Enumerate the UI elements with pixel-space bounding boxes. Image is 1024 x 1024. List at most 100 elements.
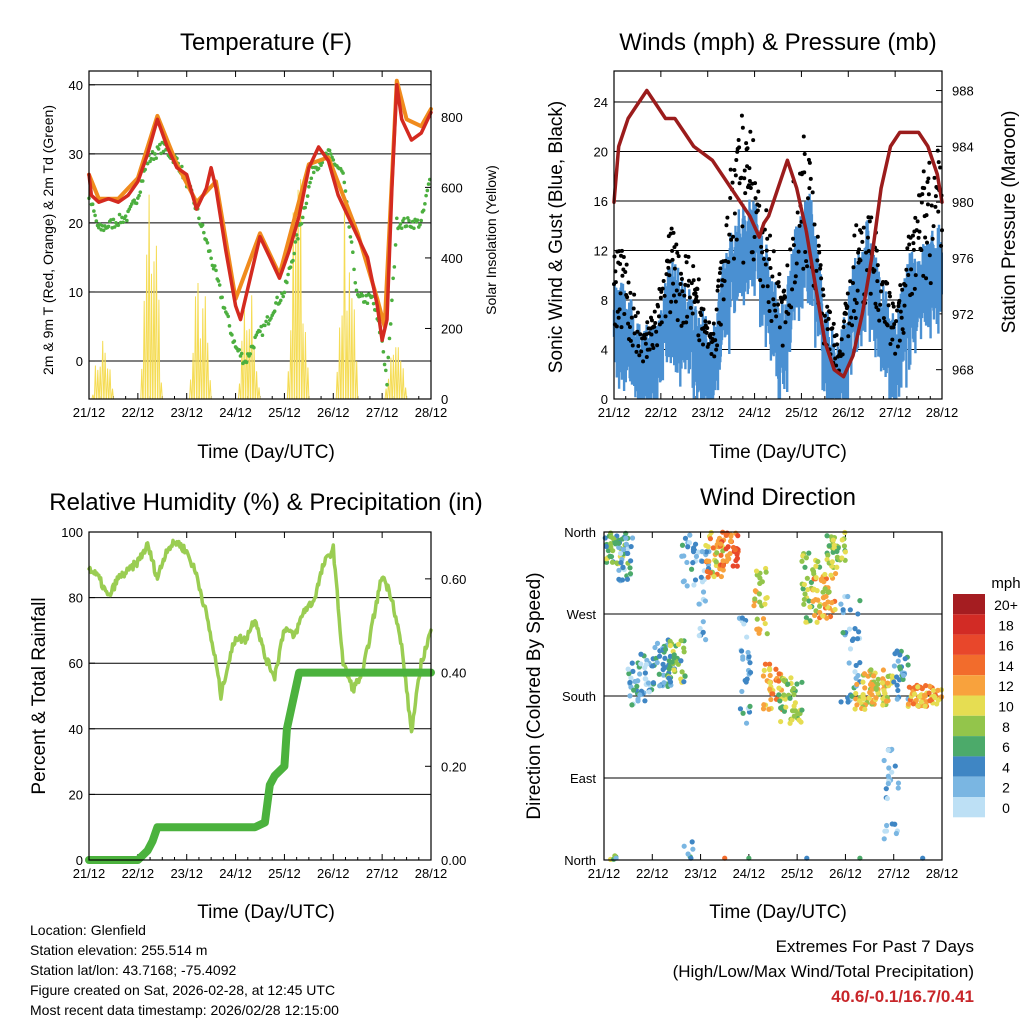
- direction-point: [657, 683, 663, 689]
- direction-point: [767, 672, 773, 679]
- direction-point: [759, 579, 765, 585]
- gust-point: [671, 293, 676, 298]
- y2-tick-label: 984: [952, 139, 974, 154]
- gust-point: [722, 278, 727, 283]
- direction-point: [885, 781, 891, 787]
- direction-point: [818, 577, 825, 584]
- dewpoint-point: [217, 283, 222, 287]
- direction-point: [881, 757, 887, 764]
- direction-point: [616, 567, 622, 573]
- gust-point: [854, 301, 859, 306]
- gust-point: [851, 265, 856, 270]
- gust-point: [637, 353, 642, 358]
- legend-label-1: 18: [998, 617, 1014, 633]
- direction-point: [692, 577, 699, 583]
- gust-point: [810, 190, 815, 195]
- gust-point: [866, 248, 871, 253]
- x-tick-label: 27/12: [366, 866, 399, 881]
- direction-point: [684, 583, 690, 589]
- direction-point: [849, 693, 855, 699]
- direction-point: [656, 671, 662, 677]
- direction-point: [814, 619, 820, 625]
- legend-swatch-8: [953, 756, 985, 777]
- gust-point: [837, 349, 842, 354]
- direction-point: [660, 661, 666, 667]
- gust-point: [906, 273, 911, 278]
- dewpoint-point: [384, 368, 388, 373]
- gust-point: [858, 258, 863, 263]
- direction-point: [922, 703, 928, 709]
- gust-point: [797, 223, 802, 228]
- gust-point: [839, 337, 844, 342]
- dewpoint-point: [293, 240, 298, 244]
- temp-9m-line: [87, 78, 433, 329]
- direction-point: [710, 545, 716, 551]
- direction-point: [695, 549, 702, 555]
- x-tick-label: 24/12: [219, 405, 252, 420]
- gust-point: [925, 179, 930, 184]
- direction-point: [883, 828, 890, 834]
- gust-point: [802, 170, 807, 175]
- direction-point: [728, 533, 734, 540]
- gust-point: [748, 129, 753, 134]
- direction-point: [747, 703, 753, 710]
- gust-point: [661, 278, 666, 283]
- gust-point: [924, 276, 929, 281]
- gust-point: [689, 281, 694, 286]
- direction-point: [642, 676, 648, 682]
- direction-point: [895, 687, 901, 694]
- y-tick-label: West: [567, 607, 597, 622]
- direction-point: [847, 646, 854, 652]
- dewpoint-point: [269, 316, 273, 320]
- direction-point: [838, 699, 844, 705]
- direction-point: [803, 615, 809, 621]
- gust-point: [628, 338, 633, 343]
- dewpoint-point: [239, 351, 244, 356]
- y2-tick-label: 0.40: [441, 666, 466, 681]
- gust-point: [776, 302, 780, 307]
- gust-point: [656, 304, 661, 309]
- gust-point: [916, 235, 921, 240]
- direction-point: [711, 573, 717, 580]
- direction-point: [718, 541, 724, 547]
- direction-point: [834, 554, 841, 560]
- gust-point: [753, 181, 758, 186]
- direction-point: [781, 677, 787, 684]
- direction-point: [778, 718, 784, 725]
- direction-point: [889, 673, 896, 679]
- direction-point: [879, 680, 886, 686]
- direction-point: [629, 535, 636, 541]
- gust-point: [803, 250, 808, 255]
- gust-point: [677, 292, 682, 297]
- direction-point: [632, 678, 638, 685]
- precip-line: [85, 668, 435, 864]
- x-tick-label: 22/12: [122, 405, 155, 420]
- legend-swatch-3: [953, 654, 985, 676]
- dewpoint-point: [285, 280, 289, 285]
- direction-point: [813, 575, 819, 581]
- gust-point: [899, 315, 904, 320]
- dewpoint-point: [404, 224, 409, 228]
- gust-point: [770, 274, 775, 279]
- dewpoint-point: [266, 322, 271, 326]
- direction-point: [671, 655, 677, 661]
- x-tick-label: 24/12: [219, 866, 252, 881]
- dewpoint-point: [327, 148, 332, 153]
- dewpoint-point: [370, 294, 375, 299]
- gust-point: [789, 305, 794, 310]
- legend-label-10: 0: [1002, 800, 1010, 816]
- direction-point: [764, 631, 770, 637]
- direction-point: [799, 558, 805, 564]
- gust-point: [682, 293, 687, 298]
- dewpoint-point: [154, 156, 158, 161]
- gust-point: [791, 243, 796, 248]
- gust-point: [655, 343, 660, 348]
- gust-point: [933, 194, 938, 199]
- direction-point: [834, 548, 840, 554]
- direction-point: [805, 586, 811, 593]
- dewpoint-point: [329, 152, 333, 156]
- gust-point: [818, 266, 823, 271]
- direction-point: [646, 689, 652, 695]
- gust-point: [649, 318, 654, 323]
- direction-point: [744, 634, 750, 640]
